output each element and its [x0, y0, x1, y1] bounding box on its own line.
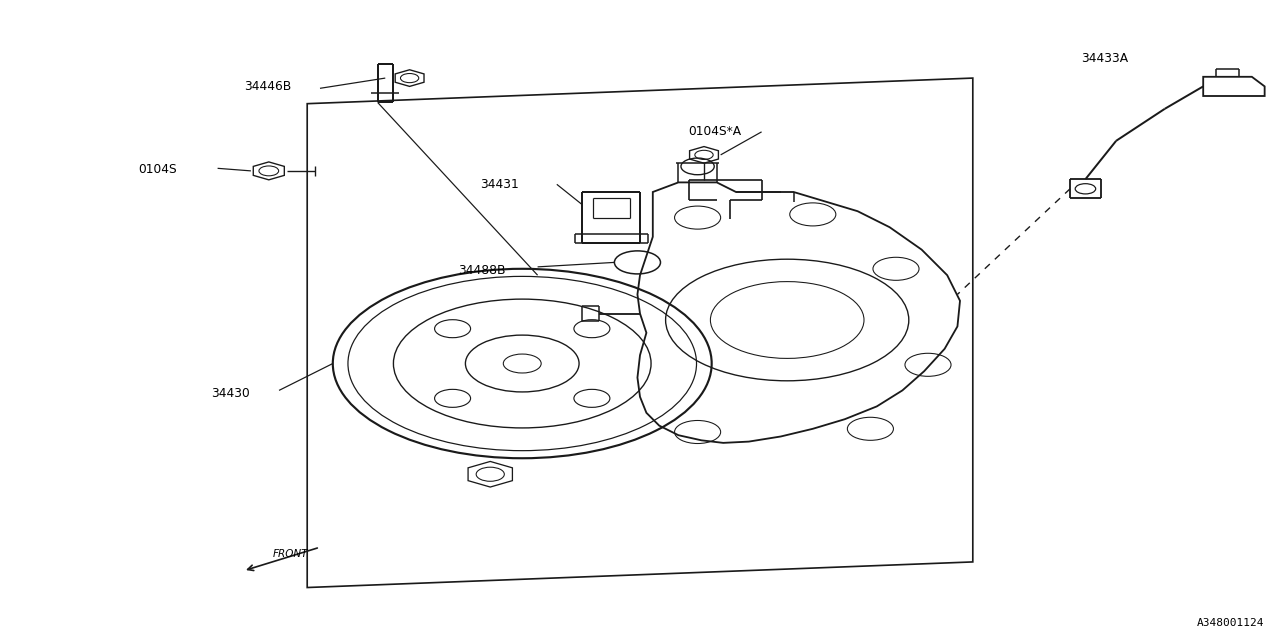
Text: 34488B: 34488B: [458, 264, 506, 276]
Text: 34431: 34431: [480, 178, 518, 191]
Text: 34433A: 34433A: [1082, 52, 1129, 65]
Text: 0104S*A: 0104S*A: [689, 125, 742, 138]
Text: 34446B: 34446B: [244, 80, 292, 93]
Text: 0104S: 0104S: [138, 163, 177, 176]
Text: 34430: 34430: [211, 387, 250, 400]
Text: FRONT: FRONT: [273, 548, 308, 559]
Text: A348001124: A348001124: [1197, 618, 1265, 628]
